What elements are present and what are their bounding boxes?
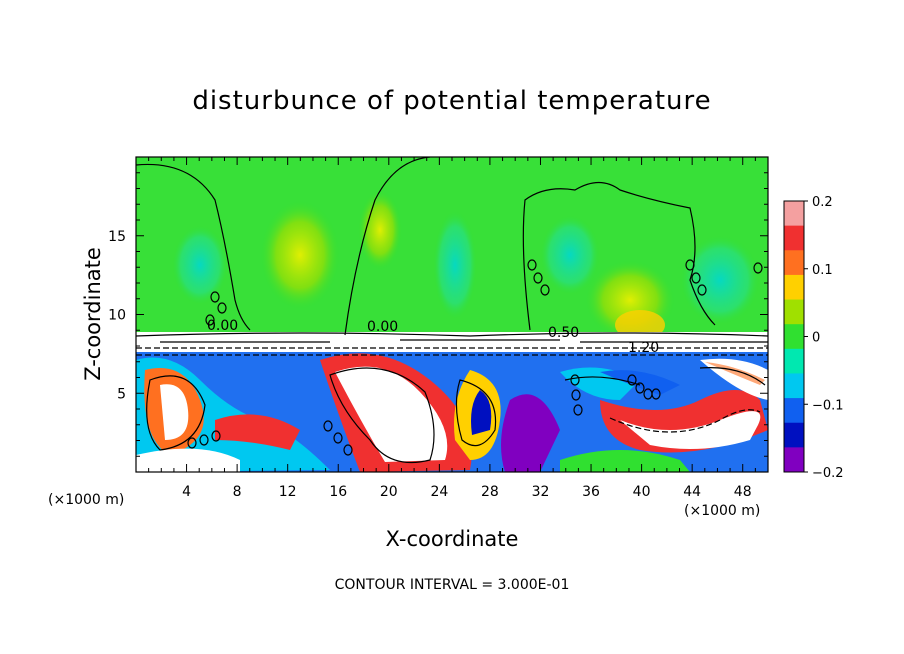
colorbar-tick-label: 0.1 <box>812 263 833 278</box>
x-unit-label-left: (×1000 m) <box>48 492 125 508</box>
upper-cool-patch <box>172 225 228 305</box>
x-unit-label-right: (×1000 m) <box>684 503 761 519</box>
x-tick-label: 4 <box>182 484 191 500</box>
colorbar: 0.2 0.1 0 −0.1 −0.2 <box>783 195 844 481</box>
colorbar-tick-label: 0 <box>812 331 820 346</box>
x-tick-label: 44 <box>683 484 701 500</box>
colorbar-swatch <box>784 201 804 227</box>
contour-lines <box>136 157 768 464</box>
lower-warm-region <box>215 414 300 450</box>
y-axis-label: Z-coordinate <box>81 247 105 381</box>
x-tick-label: 12 <box>279 484 297 500</box>
x-axis-label: X-coordinate <box>385 527 519 551</box>
colorbar-swatch <box>784 274 804 301</box>
x-axis: 4 8 12 16 20 24 28 32 36 40 44 48 <box>148 157 756 500</box>
upper-cool-patch <box>680 235 760 325</box>
x-tick-label: 40 <box>633 484 651 500</box>
upper-cool-patch <box>433 210 477 320</box>
contour-label: 0.00 <box>207 318 238 334</box>
upper-warm-patch <box>358 190 402 270</box>
lower-cool-core <box>471 390 492 435</box>
contour-label: 1.20 <box>628 340 659 356</box>
upper-cool-patch <box>540 215 600 295</box>
colorbar-swatch <box>784 225 804 251</box>
lower-warm-core <box>700 358 768 400</box>
colorbar-swatch <box>784 250 804 276</box>
upper-warm-patch <box>260 200 340 310</box>
lower-neutral-region <box>560 450 690 472</box>
colorbar-swatch <box>784 447 804 473</box>
x-tick-label: 8 <box>233 484 242 500</box>
y-tick-label: 15 <box>108 229 126 245</box>
colorbar-tick-label: −0.2 <box>812 466 844 481</box>
y-tick-label: 5 <box>117 386 126 402</box>
x-tick-label: 36 <box>582 484 600 500</box>
chart-title: disturbunce of potential temperature <box>192 86 712 116</box>
colorbar-swatch <box>784 324 804 350</box>
colorbar-swatch <box>784 373 804 399</box>
x-tick-label: 48 <box>734 484 752 500</box>
contour-label: 0.50 <box>548 325 579 341</box>
colorbar-tick-label: −0.1 <box>812 398 844 413</box>
lower-warm-core <box>160 384 189 440</box>
contour-interval-note: CONTOUR INTERVAL = 3.000E-01 <box>334 577 570 593</box>
x-tick-label: 20 <box>380 484 398 500</box>
contour-ovals <box>187 259 763 456</box>
lower-warm-core <box>335 366 448 462</box>
y-axis: 5 10 15 <box>108 172 768 457</box>
contour-label: 0.00 <box>367 319 398 335</box>
lower-warm-core <box>136 448 240 472</box>
colorbar-tick-label: 0.2 <box>812 195 833 210</box>
heatmap-field: 0.00 0.00 0.50 1.20 <box>136 157 768 472</box>
x-tick-label: 16 <box>329 484 347 500</box>
x-tick-label: 24 <box>430 484 448 500</box>
colorbar-swatch <box>784 299 804 325</box>
colorbar-swatch <box>784 398 804 424</box>
y-tick-label: 10 <box>108 308 126 324</box>
lower-cool-core <box>501 394 560 472</box>
colorbar-swatch <box>784 422 804 448</box>
x-tick-label: 28 <box>481 484 499 500</box>
x-tick-label: 32 <box>532 484 550 500</box>
colorbar-swatch <box>784 348 804 374</box>
